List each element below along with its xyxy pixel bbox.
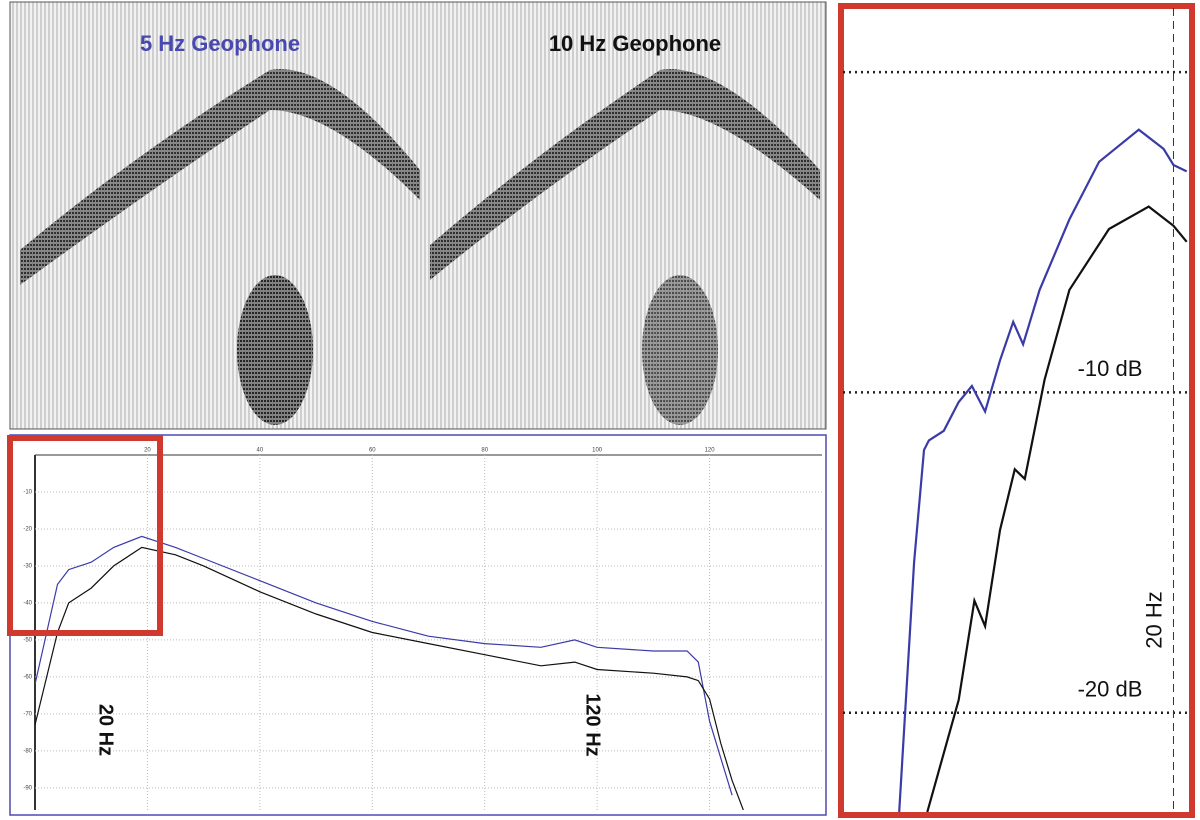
x-tick-label: 40	[257, 448, 264, 454]
series-line	[35, 546, 744, 810]
x-tick-label: 80	[481, 448, 488, 454]
y-tick-label: -30	[23, 564, 32, 570]
y-tick-label: -50	[23, 637, 32, 643]
series-group	[898, 128, 1188, 812]
panel-label: 5 Hz Geophone	[140, 31, 300, 56]
seismic-panel: 5 Hz Geophone 10 Hz Geophone	[9, 1, 827, 430]
series-group	[35, 535, 744, 810]
y-tick-label: -10	[23, 490, 32, 496]
spectrum-chart: 20 40 60 80 100 120 -10 -20 -30 -40 -50 -60 -70 -80 -9…	[23, 448, 822, 810]
ground-roll	[237, 275, 313, 425]
x-tick-label: 100	[592, 448, 603, 454]
x-tick-label: 60	[369, 448, 376, 454]
y-tick-label: -20	[23, 527, 32, 533]
panel-label: 10 Hz Geophone	[549, 31, 721, 56]
y-tick-label: -90	[23, 785, 32, 791]
y-tick-label: -40	[23, 600, 32, 606]
annotation: 120 Hz	[582, 693, 604, 756]
first-break	[20, 69, 420, 286]
y-tick-label: -60	[23, 674, 32, 680]
y-tick-label: -80	[23, 748, 32, 754]
zoom-box	[7, 435, 163, 636]
ground-roll	[642, 275, 718, 425]
x-tick-label: 20	[144, 448, 151, 454]
annotation: 20 Hz	[95, 704, 117, 756]
y-tick-label: -70	[23, 711, 32, 717]
y-tick-label: -10 dB	[1078, 356, 1143, 381]
x-tick-label: 120	[705, 448, 716, 454]
series-line	[926, 205, 1188, 812]
y-tick-label: -20 dB	[1078, 677, 1143, 702]
zoom-chart: -10 dB -20 dB 20 Hz	[843, 8, 1190, 812]
series-line	[35, 535, 733, 796]
zoom-frame	[838, 3, 1195, 818]
x-marker-label: 20 Hz	[1141, 591, 1166, 648]
first-break	[430, 69, 820, 281]
spectrum-frame	[9, 434, 827, 816]
series-line	[898, 128, 1188, 812]
